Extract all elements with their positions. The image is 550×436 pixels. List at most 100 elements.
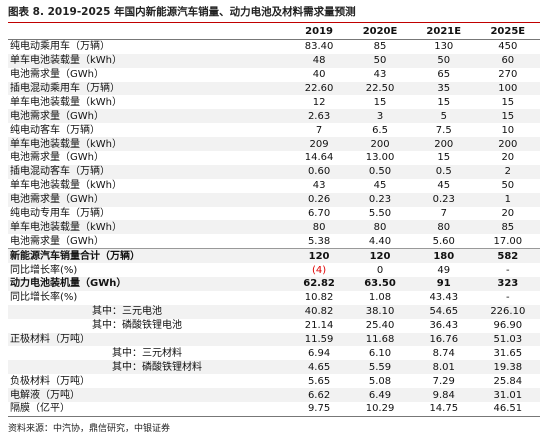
value-cell: 36.43 <box>429 320 459 332</box>
value-cell: 91 <box>411 277 476 291</box>
table-row: 单车电池装载量（kWh） 43 45 45 50 <box>8 179 540 193</box>
value-cell: 80 <box>411 220 476 235</box>
value-cell: 2 <box>475 164 540 179</box>
value-cell: 450 <box>498 41 518 53</box>
table-body: 纯电动乘用车（万辆） 83.40 85 130 450 单车电池装载量（kWh） 48 50 5… <box>8 39 540 417</box>
value-cell: 0.23 <box>411 192 476 207</box>
value-cell: 5.59 <box>348 360 412 375</box>
row-label: 插电混动客车（万辆） <box>8 164 290 179</box>
table-row: 其中：磷酸铁锂电池 21.14 25.40 36.43 96.90 <box>8 319 540 333</box>
value-cell: 50 <box>501 180 515 192</box>
table-row: 电池需求量（GWh） 2.63 3 5 15 <box>8 109 540 124</box>
table-row: 纯电动乘用车（万辆） 83.40 85 130 450 <box>8 39 540 53</box>
row-label: 单车电池装载量（kWh） <box>8 220 290 235</box>
value-cell: - <box>506 264 510 276</box>
row-label: 单车电池装载量（kWh） <box>10 180 123 192</box>
table-row: 插电混动乘用车（万辆） 22.60 22.50 35 100 <box>8 81 540 96</box>
value-cell: 31.01 <box>475 388 540 403</box>
value-cell: 54.65 <box>411 304 476 319</box>
value-cell: 20 <box>501 152 515 164</box>
value-cell: 63.50 <box>348 277 412 291</box>
table-row: 隔膜（亿平） 9.75 10.29 14.75 46.51 <box>8 402 540 417</box>
table-row: 同比增长率(%) (4) 0 49 - <box>8 263 540 277</box>
value-cell: 60 <box>475 53 540 68</box>
row-label: 其中：三元材料 <box>112 347 182 359</box>
value-cell: 5 <box>411 109 476 124</box>
value-cell: 48 <box>290 53 349 68</box>
value-cell: 8.74 <box>432 347 455 359</box>
table-row: 单车电池装载量（kWh） 209 200 200 200 <box>8 137 540 152</box>
value-cell: 3 <box>348 109 412 124</box>
header-cell <box>8 25 290 40</box>
value-cell: 200 <box>475 137 540 152</box>
value-cell: 0.60 <box>290 164 349 179</box>
table-row: 电解液（万吨） 6.62 6.49 9.84 31.01 <box>8 388 540 403</box>
value-cell: 2.63 <box>290 109 349 124</box>
value-cell: 6.49 <box>348 388 412 403</box>
value-cell: 10.29 <box>348 402 412 417</box>
value-cell: 120 <box>290 248 349 264</box>
row-label: 同比增长率(%) <box>10 292 78 304</box>
row-label: 同比增长率(%) <box>10 264 78 276</box>
value-cell: 1 <box>475 192 540 207</box>
row-label: 电池需求量（GWh） <box>10 152 104 164</box>
value-cell: 7 <box>440 208 447 220</box>
row-label: 纯电动客车（万辆） <box>10 124 100 136</box>
table-row: 其中：三元电池 40.82 38.10 54.65 226.10 <box>8 304 540 319</box>
value-cell: 200 <box>411 137 476 152</box>
value-cell: 45 <box>437 180 451 192</box>
table-row: 电池需求量（GWh） 5.38 4.40 5.60 17.00 <box>8 234 540 248</box>
table-row: 负极材料（万吨） 5.65 5.08 7.29 25.84 <box>8 374 540 388</box>
value-cell: 11.68 <box>348 332 412 347</box>
table-row: 电池需求量（GWh） 0.26 0.23 0.23 1 <box>8 192 540 207</box>
value-cell: 200 <box>348 137 412 152</box>
value-cell: 9.84 <box>411 388 476 403</box>
table-row: 动力电池装机量（GWh） 62.82 63.50 91 323 <box>8 277 540 291</box>
row-label: 电池需求量（GWh） <box>8 109 290 124</box>
value-cell: 4.40 <box>368 235 392 247</box>
value-cell: 5.60 <box>432 235 455 247</box>
value-cell: 65 <box>437 69 451 81</box>
value-cell: 45 <box>373 180 387 192</box>
row-label: 单车电池装载量（kWh） <box>10 96 123 108</box>
source-note: 资料来源：中汽协，鼎信研究，中银证券 <box>8 424 171 434</box>
table-row: 正极材料（万吨） 11.59 11.68 16.76 51.03 <box>8 332 540 347</box>
value-cell: 0.26 <box>290 192 349 207</box>
table-row: 单车电池装载量（kWh） 80 80 80 85 <box>8 220 540 235</box>
data-table: 2019 2020E 2021E 2025E 纯电动乘用车（万辆） 83.40 85 130… <box>8 25 540 417</box>
value-cell: 6.10 <box>368 347 392 359</box>
value-cell: 43 <box>312 180 326 192</box>
value-cell: 22.50 <box>348 81 412 96</box>
table-row: 电池需求量（GWh） 14.64 13.00 15 20 <box>8 151 540 165</box>
table-row: 电池需求量（GWh） 40 43 65 270 <box>8 68 540 82</box>
value-cell: 120 <box>348 248 412 264</box>
value-cell: 49 <box>437 264 451 276</box>
value-cell: 62.82 <box>290 277 349 291</box>
value-cell: 38.10 <box>348 304 412 319</box>
value-cell: 11.59 <box>290 332 349 347</box>
value-cell: 46.51 <box>475 402 540 417</box>
table-row: 纯电动专用车（万辆） 6.70 5.50 7 20 <box>8 207 540 221</box>
row-label: 电池需求量（GWh） <box>8 192 290 207</box>
value-cell: (4) <box>311 264 327 276</box>
value-cell: 14.75 <box>411 402 476 417</box>
header-cell: 2019 <box>290 25 349 40</box>
title: 图表 8. 2019-2025 年国内新能源汽车销量、动力电池及材料需求量预测 <box>8 4 540 23</box>
value-cell: 10.82 <box>304 292 334 304</box>
value-cell: 0.5 <box>411 164 476 179</box>
value-cell: 270 <box>498 69 518 81</box>
row-label: 插电混动乘用车（万辆） <box>8 81 290 96</box>
value-cell: 40 <box>312 69 326 81</box>
value-cell: 21.14 <box>304 320 334 332</box>
value-cell: 31.65 <box>493 347 523 359</box>
value-cell: 0 <box>376 264 384 276</box>
value-cell: 1.08 <box>368 292 392 304</box>
value-cell: 22.60 <box>290 81 349 96</box>
table-row: 单车电池装载量（kWh） 12 15 15 15 <box>8 95 540 109</box>
table-row: 其中：磷酸铁锂材料 4.65 5.59 8.01 19.38 <box>8 360 540 375</box>
value-cell: 85 <box>475 220 540 235</box>
value-cell: 6.70 <box>307 208 331 220</box>
value-cell: 0.23 <box>348 192 412 207</box>
table-row: 同比增长率(%) 10.82 1.08 43.43 - <box>8 291 540 305</box>
table-row: 单车电池装载量（kWh） 48 50 50 60 <box>8 53 540 68</box>
